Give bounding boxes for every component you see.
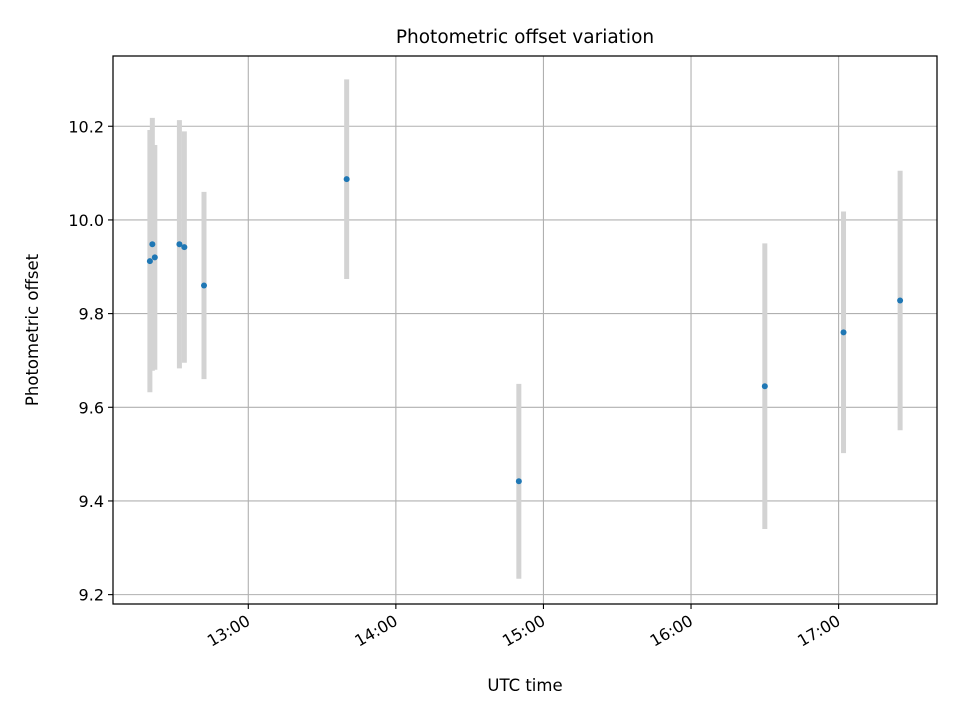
y-tick-label: 10.2 xyxy=(68,117,104,136)
x-tick-label: 16:00 xyxy=(647,611,696,651)
data-point xyxy=(149,241,156,248)
chart-title: Photometric offset variation xyxy=(396,27,654,48)
data-point xyxy=(176,241,183,248)
data-point xyxy=(201,282,208,289)
data-point xyxy=(151,254,158,261)
x-tick-label: 13:00 xyxy=(204,611,253,651)
data-point xyxy=(146,258,153,265)
point-layer xyxy=(146,176,904,485)
grid-layer xyxy=(113,56,937,604)
x-tick-label: 15:00 xyxy=(499,611,548,651)
data-point xyxy=(761,383,768,390)
errorbar-layer xyxy=(147,79,903,579)
x-axis-title: UTC time xyxy=(487,676,562,695)
y-tick-label: 10.0 xyxy=(68,211,104,230)
y-tick-label: 9.2 xyxy=(79,586,104,605)
data-point xyxy=(181,244,188,251)
data-point xyxy=(840,329,847,336)
data-point xyxy=(515,478,522,485)
y-tick-label: 9.4 xyxy=(79,492,104,511)
data-point xyxy=(343,176,350,183)
y-axis-title: Photometric offset xyxy=(23,253,42,406)
x-tick-label: 14:00 xyxy=(351,611,400,651)
y-tick-label: 9.8 xyxy=(79,305,104,324)
x-tick-label: 17:00 xyxy=(794,611,843,651)
y-tick-label: 9.6 xyxy=(79,398,104,417)
data-point xyxy=(897,297,904,304)
plot-frame xyxy=(112,55,938,605)
